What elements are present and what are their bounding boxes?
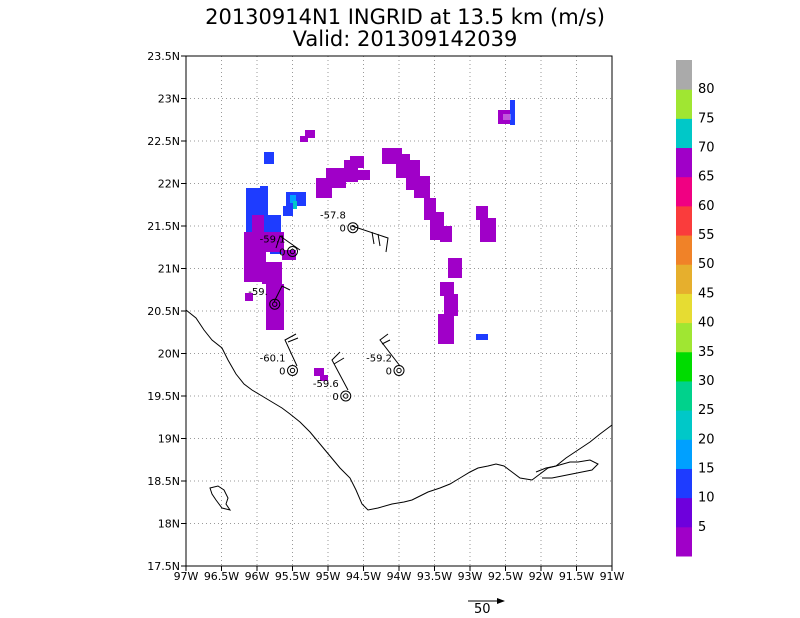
station-temp-label: -59.6 <box>313 379 339 390</box>
lat-tick-label: 21.5N <box>147 220 180 233</box>
lon-tick-label: 95.5W <box>275 570 310 583</box>
station-ring-outer <box>287 246 298 257</box>
reference-vector-label: 50 <box>474 602 491 617</box>
colorbar-label: 80 <box>698 82 715 97</box>
colorbar-swatch <box>676 351 692 382</box>
colorbar-swatch <box>676 468 692 499</box>
colorbar-swatch <box>676 89 692 119</box>
lat-tick-label: 23N <box>158 93 180 106</box>
station-ring-inner <box>350 225 356 231</box>
station-temp-label: -59. <box>248 287 268 298</box>
station-ring-inner <box>289 248 296 255</box>
colorbar-swatch <box>676 293 692 324</box>
station-ring-outer <box>269 298 281 310</box>
colorbar-label: 20 <box>698 432 715 447</box>
colorbar: 5 10 15 20 25 30 35 40 45 50 55 60 65 70 75 80 <box>676 60 715 557</box>
lat-tick-label: 22.5N <box>147 135 180 148</box>
station-ring-outer <box>340 390 352 402</box>
lat-tick-label: 23.5N <box>147 50 180 63</box>
lon-tick-label: 96.5W <box>204 570 239 583</box>
lon-tick-label: 95W <box>316 570 341 583</box>
colorbar-label: 75 <box>698 111 715 126</box>
colorbar-label: 15 <box>698 461 715 476</box>
lat-tick-label: 17.5N <box>147 560 180 573</box>
lon-tick-label: 97W <box>174 570 199 583</box>
colorbar-swatch <box>676 322 692 353</box>
station-temp-label: -59.2 <box>366 354 392 365</box>
lon-tick-label: 93.5W <box>417 570 452 583</box>
colorbar-swatch <box>676 439 692 469</box>
map-axes: 23.5N 23N 22.5N 22N 21.5N 21N 20.5N 20N 19.5N 19N… <box>147 50 624 583</box>
colorbar-swatch <box>676 264 692 294</box>
lon-tick-label: 94W <box>387 570 412 583</box>
colorbar-swatch <box>676 60 692 90</box>
colorbar-swatch <box>676 410 692 440</box>
station-ring-outer <box>287 365 298 376</box>
lat-tick-label: 18N <box>158 518 180 531</box>
lon-tick-label: 94.5W <box>346 570 381 583</box>
lat-tick-label: 22N <box>158 178 180 191</box>
station-temp-label: -59.1 <box>260 235 286 246</box>
lat-tick-label: 20N <box>158 348 180 361</box>
colorbar-label: 35 <box>698 345 715 360</box>
lon-tick-label: 92.5W <box>488 570 523 583</box>
colorbar-label: 10 <box>698 491 715 506</box>
station-ring-outer <box>393 365 405 376</box>
station-ring-outer <box>347 222 359 234</box>
wind-speed-cells <box>244 100 515 381</box>
colorbar-label: 60 <box>698 199 715 214</box>
lat-tick-label: 20.5N <box>147 305 180 318</box>
wind-barbs <box>273 225 401 391</box>
lon-tick-label: 96W <box>245 570 270 583</box>
chart-title: 20130914N1 INGRID at 13.5 km (m/s) <box>205 5 605 29</box>
colorbar-label: 30 <box>698 374 715 389</box>
station-temp-label: -60.1 <box>260 354 286 365</box>
station-ring-inner <box>289 367 296 374</box>
colorbar-label: 50 <box>698 257 715 272</box>
lat-tick-label: 19.5N <box>147 390 180 403</box>
colorbar-swatch <box>676 147 692 178</box>
chart-subtitle: Valid: 201309142039 <box>292 27 518 51</box>
colorbar-label: 40 <box>698 316 715 331</box>
station-ring-inner <box>272 301 278 307</box>
lat-tick-label: 18.5N <box>147 475 180 488</box>
lon-tick-label: 91.5W <box>559 570 594 583</box>
station-sub-label: 0 <box>279 367 285 378</box>
colorbar-swatch <box>676 526 692 557</box>
lat-tick-label: 19N <box>158 433 180 446</box>
station-temp-label: -57.8 <box>320 211 346 222</box>
colorbar-swatch <box>676 497 692 528</box>
station-ring-inner <box>396 367 402 374</box>
station-sub-label: 0 <box>339 224 345 235</box>
lon-tick-label: 91W <box>600 570 625 583</box>
colorbar-label: 55 <box>698 228 715 243</box>
colorbar-swatch <box>676 380 692 411</box>
colorbar-swatch <box>676 118 692 149</box>
station-sub-label: 0 <box>279 248 285 259</box>
colorbar-swatch <box>676 235 692 265</box>
colorbar-swatch <box>676 205 692 236</box>
station-sub-label: 0 <box>386 367 392 378</box>
colorbar-label: 70 <box>698 141 715 156</box>
lon-tick-label: 92W <box>529 570 554 583</box>
station-markers: -57.8 0 -59.1 0 -59. -60.1 0 -59.2 0 -59.6 0 <box>248 211 405 403</box>
colorbar-label: 45 <box>698 286 715 301</box>
coastline <box>185 309 613 511</box>
station-ring-inner <box>343 393 349 399</box>
colorbar-swatch <box>676 176 692 207</box>
lon-tick-label: 93W <box>458 570 483 583</box>
colorbar-label: 25 <box>698 403 715 418</box>
lat-tick-label: 21N <box>158 263 180 276</box>
colorbar-label: 5 <box>698 520 706 535</box>
grid-lines <box>186 56 612 566</box>
station-sub-label: 0 <box>332 392 338 403</box>
colorbar-label: 65 <box>698 170 715 185</box>
